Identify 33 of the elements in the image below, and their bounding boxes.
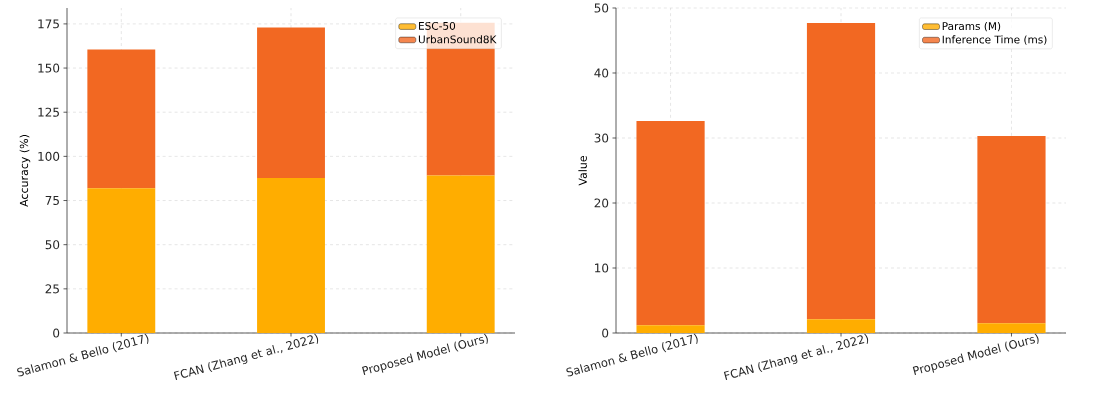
bar <box>87 49 156 189</box>
y-axis-title: Accuracy (%) <box>19 135 31 207</box>
legend-label: Params (M) <box>942 21 1001 32</box>
bar <box>977 323 1046 333</box>
bar <box>806 319 876 333</box>
y-tick-label: 125 <box>38 107 59 117</box>
y-tick-label: 0 <box>602 328 609 338</box>
bar <box>806 22 876 320</box>
bar <box>977 136 1046 324</box>
x-tick-label: FCAN (Zhang et al., 2022) <box>173 333 319 380</box>
y-tick-label: 0 <box>53 328 60 338</box>
y-tick-label: 75 <box>45 196 59 205</box>
y-tick-label: 100 <box>38 151 60 161</box>
y-tick-label: 175 <box>38 19 59 29</box>
bar <box>257 27 325 178</box>
y-tick-label: 20 <box>594 198 609 208</box>
y-tick-label: 40 <box>594 68 609 78</box>
y-tick-label: 10 <box>595 263 609 273</box>
y-tick-label: 50 <box>45 240 60 250</box>
x-tick-label: FCAN (Zhang et al., 2022) <box>723 333 869 380</box>
y-tick-label: 150 <box>38 63 60 73</box>
bar <box>636 121 705 326</box>
bar <box>636 325 705 333</box>
legend-label: ESC-50 <box>419 21 456 30</box>
y-axis-title: Value <box>578 155 587 186</box>
bar <box>426 175 495 333</box>
legend-label: Inference Time (ms) <box>942 35 1047 45</box>
y-tick-label: 30 <box>594 133 609 143</box>
legend-label: UrbanSound8K <box>418 35 497 44</box>
y-tick-label: 25 <box>45 284 59 294</box>
y-tick-label: 50 <box>594 3 609 13</box>
bar <box>87 188 156 333</box>
bar <box>257 177 325 333</box>
